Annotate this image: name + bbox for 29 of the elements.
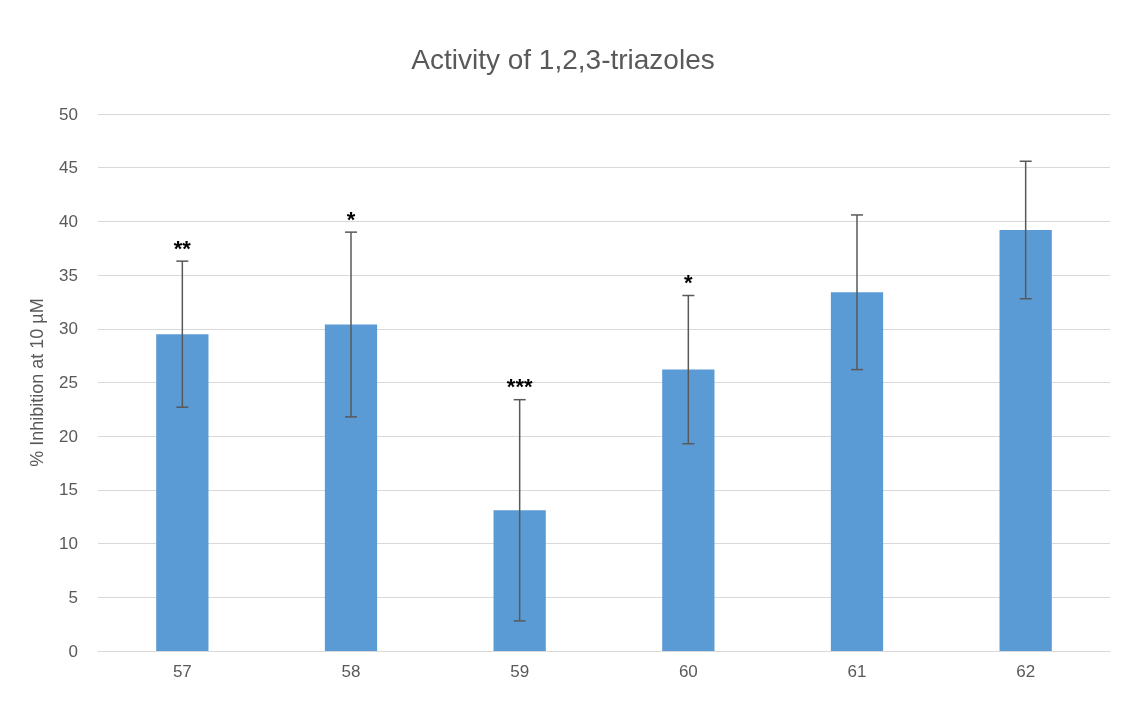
x-tick-label: 60 [678,662,698,681]
y-tick-label: 45 [59,158,78,178]
y-axis-title: % Inhibition at 10 µM [27,298,47,467]
y-tick-label: 35 [59,265,78,285]
chart-title: Activity of 1,2,3-triazoles [411,43,715,75]
annotation: * [346,206,356,232]
y-tick-label: 50 [59,104,78,124]
y-tick-label: 0 [68,641,78,661]
annotation: ** [173,235,192,261]
bar [493,510,546,651]
y-tick-label: 5 [68,587,78,607]
y-tick-label: 40 [59,211,78,231]
bar [662,369,715,651]
x-tick-label: 61 [847,662,867,681]
y-tick-label: 15 [59,480,78,500]
annotation: * [684,270,694,296]
bar [999,229,1052,651]
y-tick-label: 20 [59,426,78,446]
x-tick-label: 59 [510,662,530,681]
y-tick-label: 25 [59,373,78,392]
bar [156,334,209,651]
bar [324,324,378,651]
y-tick-label: 10 [59,534,78,554]
y-tick-label: 30 [59,319,78,339]
x-tick-label: 62 [1016,662,1036,681]
bar [830,292,884,651]
annotation: *** [506,374,533,400]
x-tick-label: 57 [172,662,192,681]
x-tick-label: 58 [341,662,361,681]
